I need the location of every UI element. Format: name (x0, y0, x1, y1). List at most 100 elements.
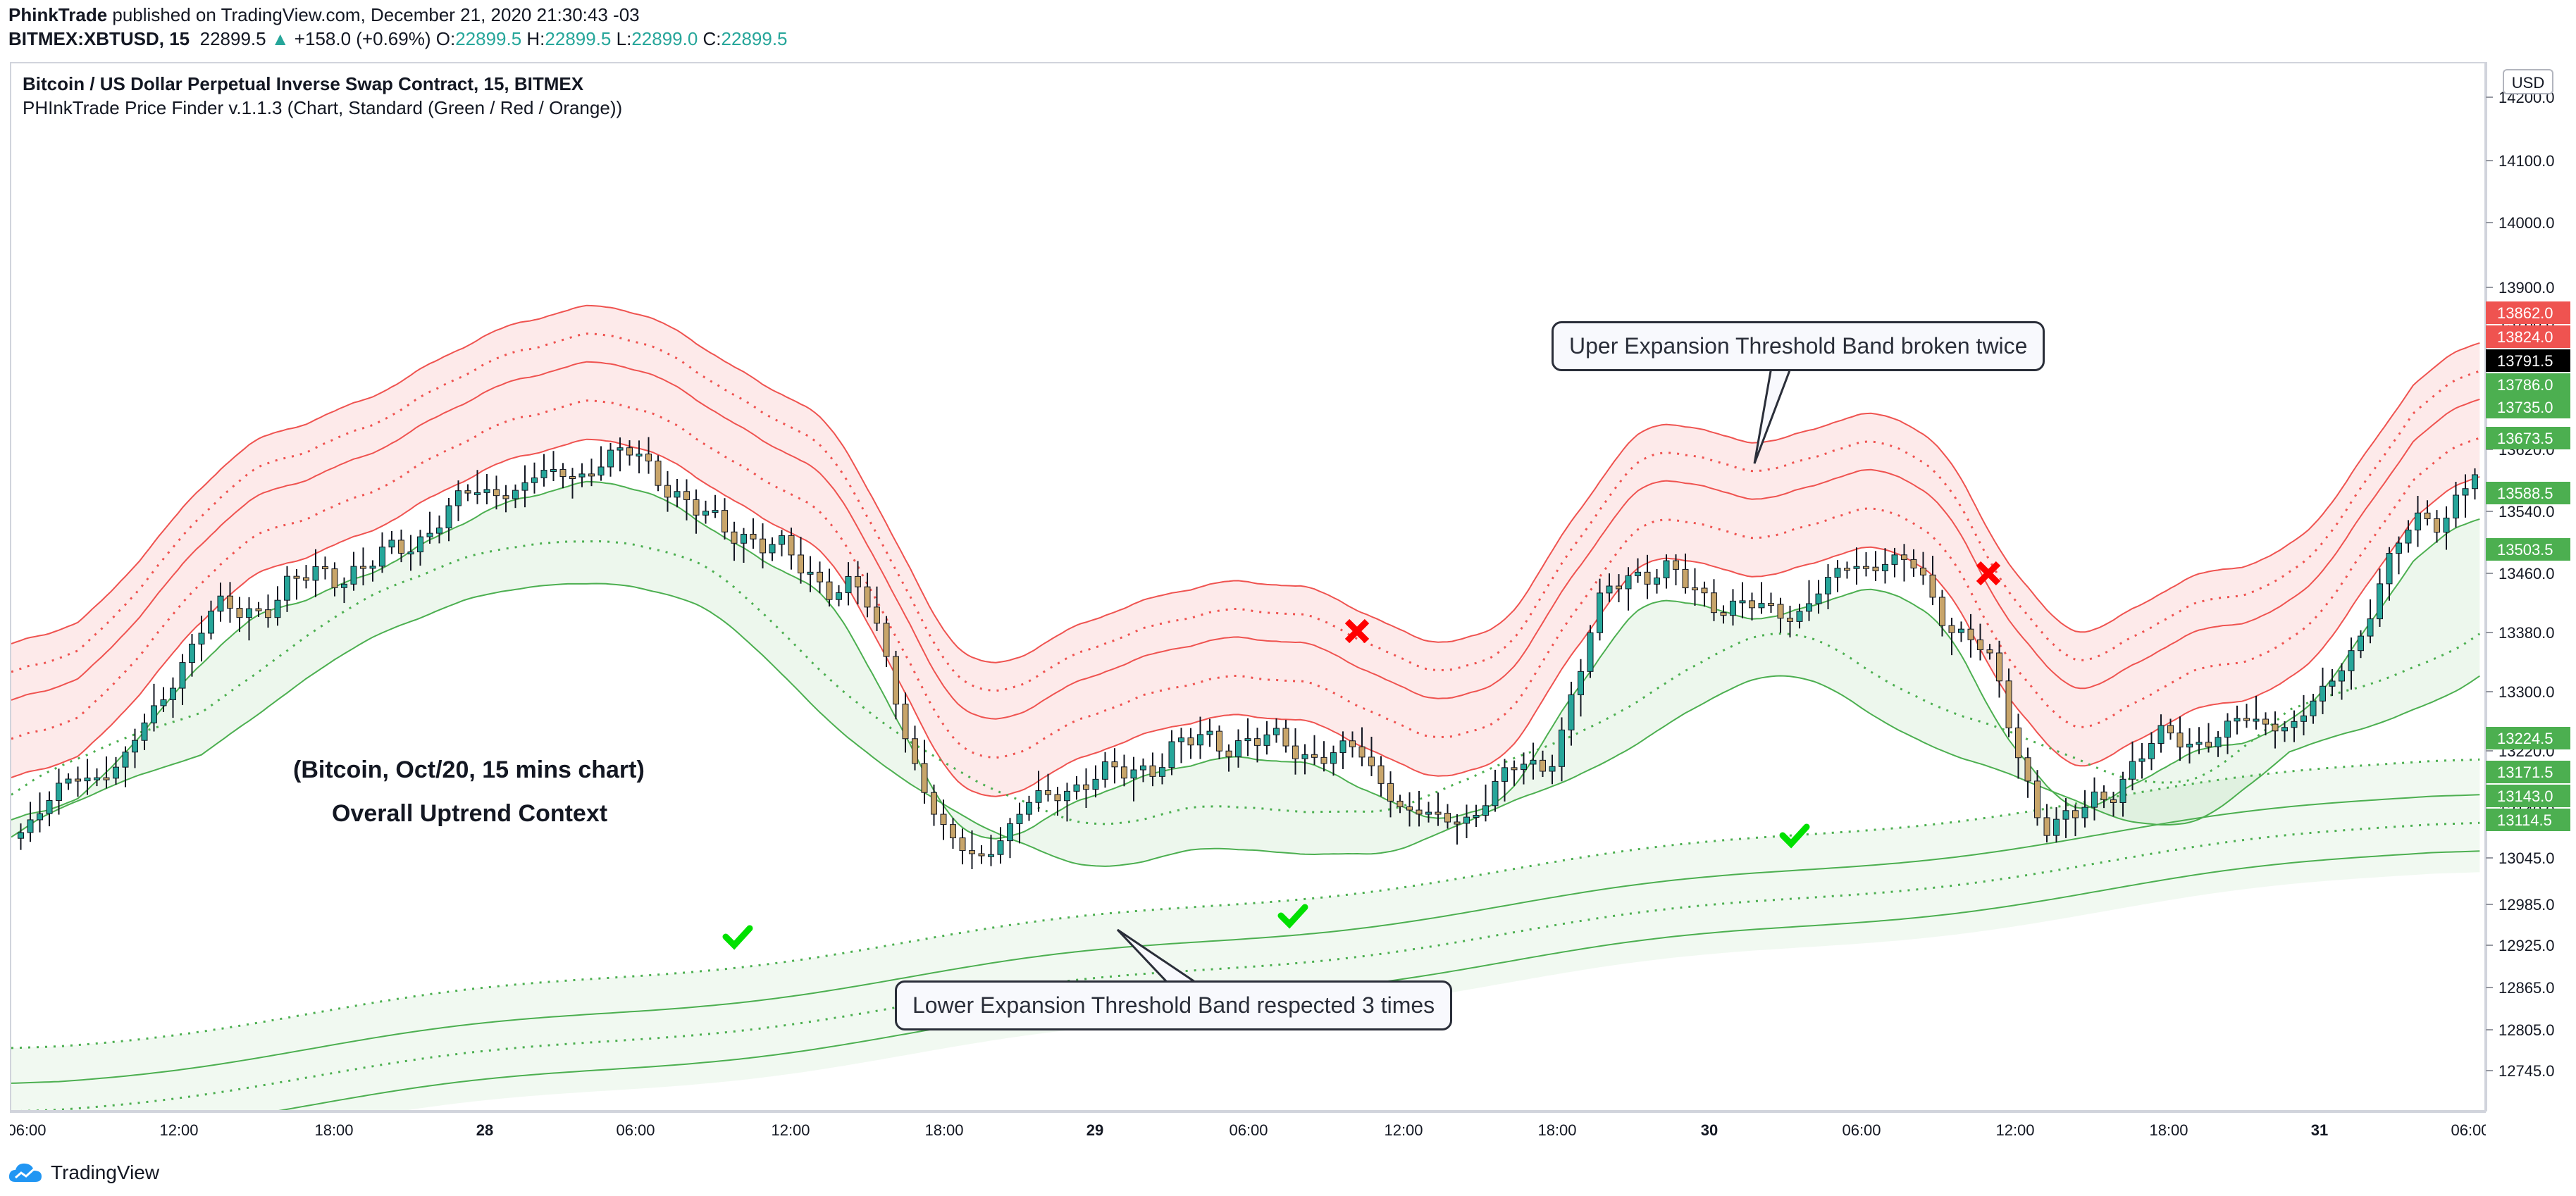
candle-body (769, 544, 776, 554)
candle-body (483, 489, 490, 493)
author-name[interactable]: PhinkTrade (8, 4, 108, 25)
candle-body (2205, 742, 2212, 747)
candle-body (1673, 560, 1679, 570)
check-mark-icon (1277, 904, 1308, 929)
candle-body (1663, 560, 1670, 578)
price-tag-box (2486, 727, 2570, 749)
candle-body (46, 799, 53, 814)
upper-band-outer-line (11, 304, 2480, 664)
candle-body (741, 533, 747, 544)
price-axis-svg: 14200.014100.014000.013900.013780.013700… (2486, 62, 2570, 1111)
price-tick-label: 12745.0 (2498, 1062, 2555, 1080)
candle-body (2358, 635, 2364, 652)
trend-slow-line (11, 583, 2480, 867)
candle-body (1073, 784, 1080, 792)
candle-body (674, 491, 681, 498)
candle-body (1796, 611, 1803, 622)
candle-body (398, 540, 404, 554)
close-label: C: (702, 28, 722, 49)
candle-body (2157, 725, 2165, 744)
time-tick-label: 12:00 (1995, 1121, 2034, 1139)
callout-upper-band[interactable]: Uper Expansion Threshold Band broken twi… (1552, 321, 2045, 371)
price-axis[interactable]: 14200.014100.014000.013900.013780.013700… (2486, 62, 2576, 1111)
candle-body (1026, 802, 1032, 815)
candle-body (2119, 778, 2126, 803)
time-tick-label: 06:00 (1229, 1121, 1268, 1139)
candle-body (1587, 632, 1594, 672)
lower-expansion-band-fill (11, 759, 2480, 1110)
price-tick-label: 13380.0 (2498, 624, 2555, 642)
check-mark-icon (722, 925, 753, 950)
candle-body (1092, 778, 1099, 790)
candle-body (1206, 730, 1213, 735)
symbol-line: BITMEX:XBTUSD, 15 22899.5 ▲ +158.0 (+0.6… (8, 28, 788, 50)
candle-body (864, 586, 871, 608)
time-axis[interactable]: 06:00 12:00 18:00 28 06:00 12:00 18:00 29 06:00 1… (10, 1111, 2486, 1151)
candle-body (931, 792, 937, 815)
candle-body (1244, 738, 1251, 742)
footer-brand[interactable]: TradingView (7, 1155, 159, 1190)
candle-body (2396, 542, 2402, 554)
candle-body (2310, 700, 2317, 716)
time-tick-label: 31 (2311, 1121, 2328, 1139)
candle-body (360, 566, 366, 569)
candle-body (1996, 652, 2002, 682)
candle-body (350, 566, 357, 585)
price-tag-label: 13673.5 (2497, 430, 2553, 447)
candle-body (1901, 554, 1907, 560)
candle-body (1758, 603, 1765, 609)
candle-body (2320, 685, 2326, 702)
price-plot[interactable] (11, 63, 2484, 1110)
candle-body (512, 490, 519, 499)
candle-body (1311, 754, 1318, 758)
price-tag-label: 13143.0 (2497, 787, 2553, 805)
lower-band-dotted-line (20, 821, 2480, 1110)
candle-body (760, 538, 766, 554)
time-tick-label: 06:00 (2451, 1121, 2486, 1139)
candle-body (540, 470, 547, 478)
candle-body (2053, 818, 2060, 836)
time-tick-label: 18:00 (2149, 1121, 2188, 1139)
time-tick-label: 18:00 (924, 1121, 963, 1139)
candle-body (1977, 639, 1983, 651)
candle-body (2176, 733, 2184, 748)
candle-body (179, 662, 186, 689)
currency-label[interactable]: USD (2503, 69, 2553, 94)
candle-body (1197, 734, 1203, 746)
candle-body (1654, 577, 1660, 585)
candle-body (1559, 729, 1565, 767)
callout-lower-band[interactable]: Lower Expansion Threshold Band respected… (895, 980, 1453, 1030)
candle-body (2415, 512, 2421, 530)
candle-body (417, 536, 423, 553)
candle-body (208, 611, 214, 634)
candle-body (1910, 559, 1917, 568)
callout-lower-pointer (1116, 928, 1196, 983)
price-tag-box (2486, 538, 2570, 561)
last-price: 22899.5 (199, 28, 266, 49)
candle-body (550, 468, 557, 472)
candle-body (1863, 566, 1869, 569)
high-value: 22899.5 (545, 28, 612, 49)
candle-body (1007, 823, 1013, 842)
price-tag-label: 13786.0 (2497, 376, 2553, 394)
candle-body (2253, 718, 2260, 722)
price-tag-box (2486, 809, 2570, 831)
candle-body (1787, 618, 1793, 622)
price-tag-box (2486, 482, 2570, 504)
candle-body (2329, 680, 2336, 687)
candle-body (1549, 766, 1556, 772)
candle-body (132, 740, 138, 753)
time-tick-label: 12:00 (1384, 1121, 1423, 1139)
chart-pane[interactable]: Bitcoin / US Dollar Perpetual Inverse Sw… (10, 62, 2486, 1111)
time-tick-label: 18:00 (314, 1121, 353, 1139)
indicator-legend[interactable]: PHInkTrade Price Finder v.1.1.3 (Chart, … (23, 97, 623, 118)
symbol-name[interactable]: BITMEX:XBTUSD, 15 (8, 28, 190, 49)
candle-body (940, 814, 947, 826)
candle-body (2224, 721, 2231, 738)
candle-body (1768, 603, 1774, 606)
candle-body (1492, 780, 1499, 806)
price-tag-box (2486, 761, 2570, 783)
candle-body (1948, 625, 1955, 633)
candle-body (874, 606, 880, 624)
candle-body (1140, 765, 1146, 771)
